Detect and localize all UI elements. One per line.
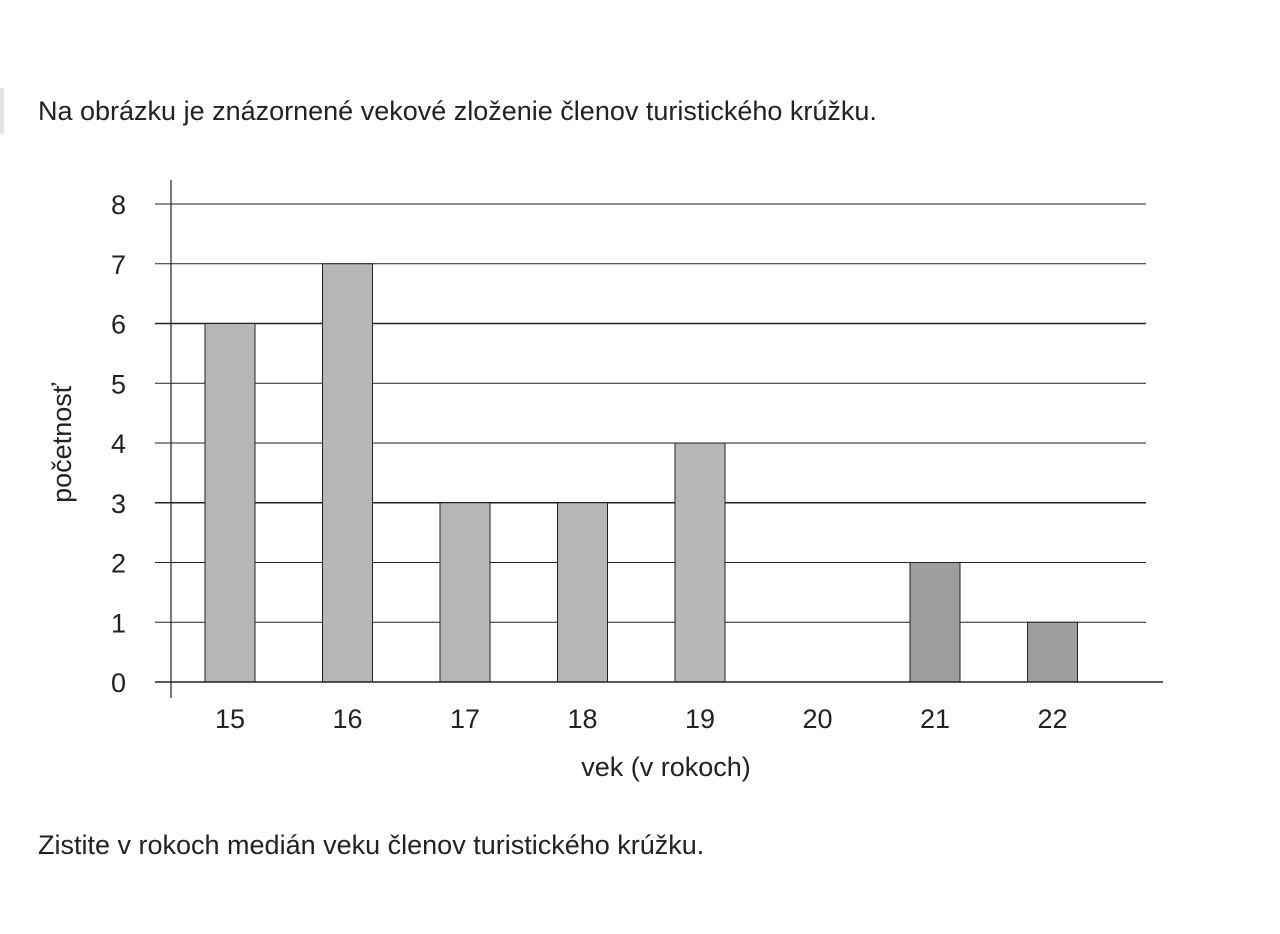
- x-tick-label: 22: [1037, 704, 1067, 734]
- y-tick-label: 8: [111, 190, 126, 220]
- grid-lines: [155, 203, 1146, 623]
- y-tick-labels: 0 1 2 3 4 5 6 7 8: [111, 190, 126, 698]
- x-tick-label: 18: [567, 704, 597, 734]
- left-border-accent: [0, 88, 4, 134]
- axes: [155, 180, 1163, 698]
- intro-text: Na obrázku je znázornené vekové zloženie…: [38, 96, 877, 126]
- y-tick-label: 2: [111, 549, 126, 579]
- y-tick-label: 0: [111, 668, 126, 698]
- bar: [909, 562, 961, 683]
- x-tick-label: 16: [332, 704, 362, 734]
- y-tick-label: 7: [111, 250, 126, 280]
- y-tick-label: 3: [111, 489, 126, 519]
- y-tick-label: 5: [111, 369, 126, 399]
- bar: [1027, 621, 1078, 683]
- bar: [322, 263, 373, 683]
- x-tick-label: 19: [685, 704, 715, 734]
- question-text: Zistite v rokoch medián veku členov turi…: [38, 830, 705, 860]
- y-tick-label: 6: [111, 310, 126, 340]
- y-axis-label: početnosť: [47, 382, 77, 503]
- x-tick-label: 20: [802, 704, 832, 734]
- x-axis-label: vek (v rokoch): [581, 752, 751, 782]
- x-tick-labels: 15 16 17 18 19 20 21 22: [215, 704, 1068, 734]
- bars: [204, 263, 1078, 683]
- bar: [674, 442, 726, 683]
- x-tick-label: 15: [215, 704, 245, 734]
- bar: [557, 502, 608, 683]
- y-tick-label: 1: [111, 608, 126, 638]
- x-tick-label: 21: [920, 704, 950, 734]
- bar: [439, 502, 491, 683]
- y-tick-label: 4: [111, 429, 126, 459]
- x-tick-label: 17: [450, 704, 480, 734]
- bar: [204, 323, 256, 683]
